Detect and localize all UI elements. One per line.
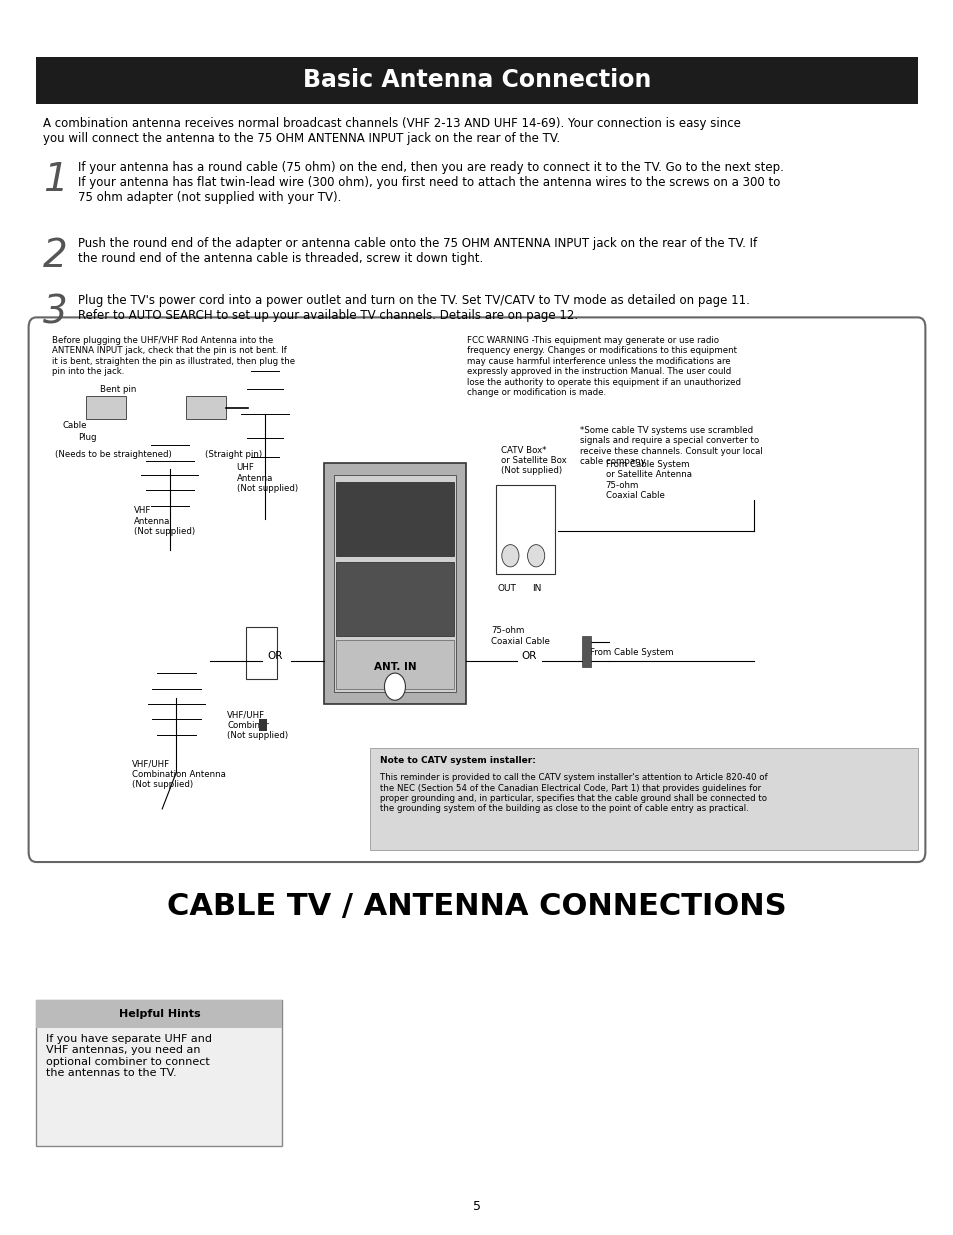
Text: 2: 2 bbox=[43, 237, 68, 275]
Text: FCC WARNING -This equipment may generate or use radio
frequency energy. Changes : FCC WARNING -This equipment may generate… bbox=[467, 336, 740, 396]
Text: VHF
Antenna
(Not supplied): VHF Antenna (Not supplied) bbox=[133, 506, 194, 536]
Text: IN: IN bbox=[532, 584, 541, 593]
Bar bbox=[334, 475, 456, 692]
Bar bbox=[324, 463, 465, 704]
Text: Helpful Hints: Helpful Hints bbox=[118, 1009, 200, 1019]
Bar bbox=[36, 1000, 282, 1146]
Text: Plug: Plug bbox=[78, 433, 96, 442]
Bar bbox=[496, 485, 555, 574]
Bar bbox=[370, 748, 917, 850]
Text: From Cable System
or Satellite Antenna
75-ohm
Coaxial Cable: From Cable System or Satellite Antenna 7… bbox=[605, 459, 691, 500]
Text: (Straight pin): (Straight pin) bbox=[205, 450, 262, 458]
Bar bbox=[36, 57, 917, 104]
Bar bbox=[581, 636, 591, 667]
Text: ANT. IN: ANT. IN bbox=[374, 662, 416, 672]
Text: UHF
Antenna
(Not supplied): UHF Antenna (Not supplied) bbox=[236, 463, 297, 493]
Text: A combination antenna receives normal broadcast channels (VHF 2-13 AND UHF 14-69: A combination antenna receives normal br… bbox=[43, 117, 740, 146]
Text: OR: OR bbox=[267, 651, 282, 661]
Text: Note to CATV system installer:: Note to CATV system installer: bbox=[379, 756, 535, 764]
Bar bbox=[86, 396, 126, 419]
Text: (Needs to be straightened): (Needs to be straightened) bbox=[55, 450, 172, 458]
Bar bbox=[259, 719, 267, 731]
Text: CABLE TV / ANTENNA CONNECTIONS: CABLE TV / ANTENNA CONNECTIONS bbox=[167, 892, 786, 920]
Bar bbox=[186, 396, 226, 419]
Text: 3: 3 bbox=[43, 294, 68, 332]
Bar bbox=[36, 1000, 282, 1028]
Circle shape bbox=[501, 545, 518, 567]
Text: Plug the TV's power cord into a power outlet and turn on the TV. Set TV/CATV to : Plug the TV's power cord into a power ou… bbox=[78, 294, 749, 322]
Bar bbox=[246, 627, 276, 679]
Text: Before plugging the UHF/VHF Rod Antenna into the
ANTENNA INPUT jack, check that : Before plugging the UHF/VHF Rod Antenna … bbox=[52, 336, 295, 377]
Bar bbox=[335, 640, 454, 689]
Circle shape bbox=[527, 545, 544, 567]
Text: *Some cable TV systems use scrambled
signals and require a special converter to
: *Some cable TV systems use scrambled sig… bbox=[579, 426, 762, 467]
Text: OUT: OUT bbox=[497, 584, 517, 593]
Bar bbox=[335, 482, 454, 556]
Text: Basic Antenna Connection: Basic Antenna Connection bbox=[302, 68, 651, 93]
Text: Bent pin: Bent pin bbox=[100, 385, 136, 394]
Text: Cable: Cable bbox=[62, 421, 87, 430]
Text: If your antenna has a round cable (75 ohm) on the end, then you are ready to con: If your antenna has a round cable (75 oh… bbox=[78, 161, 783, 204]
Circle shape bbox=[384, 673, 405, 700]
Text: OR: OR bbox=[521, 651, 537, 661]
Text: 5: 5 bbox=[473, 1199, 480, 1213]
Text: From Cable System: From Cable System bbox=[589, 648, 673, 657]
Text: VHF/UHF
Combination Antenna
(Not supplied): VHF/UHF Combination Antenna (Not supplie… bbox=[132, 760, 225, 789]
Text: VHF/UHF
Combiner
(Not supplied): VHF/UHF Combiner (Not supplied) bbox=[227, 710, 288, 740]
Text: If you have separate UHF and
VHF antennas, you need an
optional combiner to conn: If you have separate UHF and VHF antenna… bbox=[46, 1034, 212, 1078]
Text: 1: 1 bbox=[43, 161, 68, 199]
Text: This reminder is provided to call the CATV system installer's attention to Artic: This reminder is provided to call the CA… bbox=[379, 773, 766, 814]
Bar bbox=[335, 562, 454, 636]
Text: CATV Box*
or Satellite Box
(Not supplied): CATV Box* or Satellite Box (Not supplied… bbox=[500, 446, 566, 475]
FancyBboxPatch shape bbox=[29, 317, 924, 862]
Text: Push the round end of the adapter or antenna cable onto the 75 OHM ANTENNA INPUT: Push the round end of the adapter or ant… bbox=[78, 237, 757, 266]
Text: 75-ohm
Coaxial Cable: 75-ohm Coaxial Cable bbox=[491, 626, 550, 646]
